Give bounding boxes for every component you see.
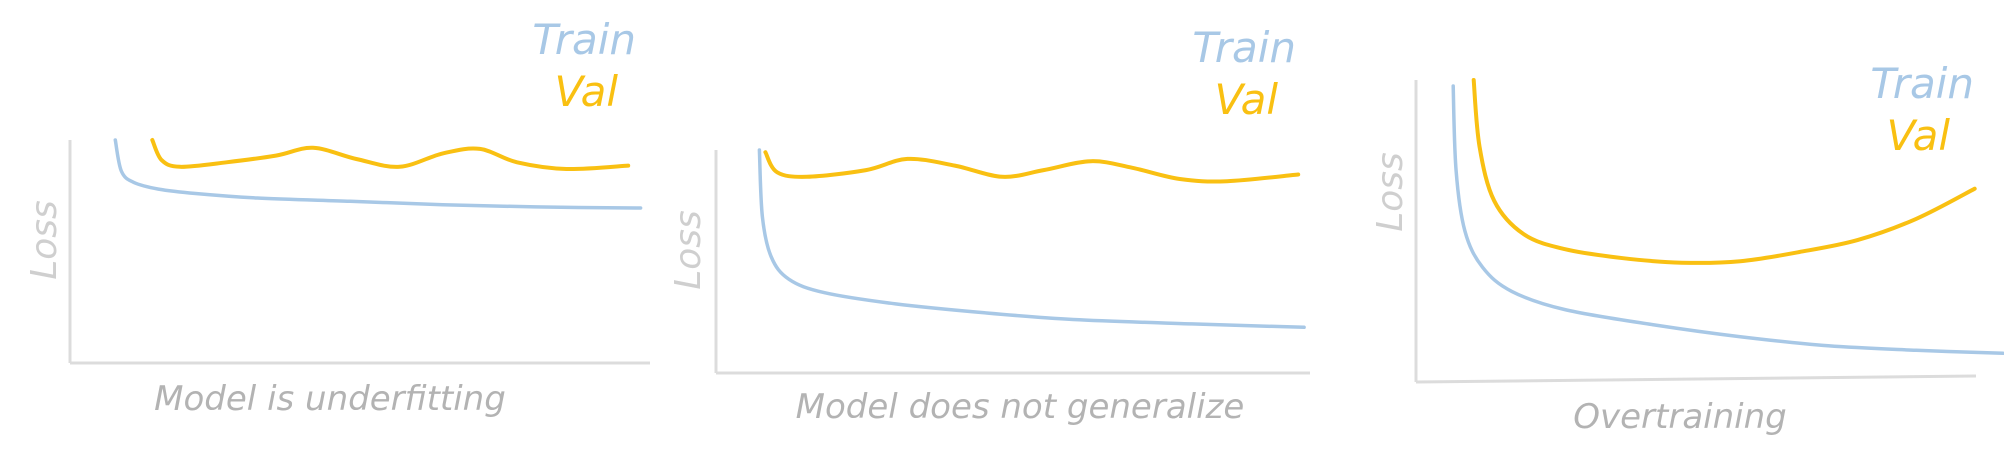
panel-3-val-line: [1471, 78, 1977, 265]
panel-1-train-line: [113, 138, 643, 210]
panel-1-legend-train: Train: [532, 15, 636, 64]
panel-1-y-axis-label: Loss: [24, 200, 65, 280]
panel-2-plot: [757, 148, 1306, 330]
panel-2-legend-train: Train: [1192, 23, 1296, 72]
panel-not-generalize: Train Val Loss Model does not generalize: [668, 23, 1310, 427]
panel-3-y-axis-label: Loss: [1370, 152, 1411, 232]
panel-2-train-line: [757, 148, 1306, 330]
panel-1-x-axis-label: Model is underfitting: [154, 379, 506, 419]
panel-3-x-axis-label: Overtraining: [1573, 397, 1787, 437]
panel-underfitting: Train Val Loss Model is underfitting: [24, 15, 650, 419]
panel-3-train-line: [1451, 84, 2004, 356]
panel-1-val-line: [150, 138, 631, 172]
panel-3-legend-train: Train: [1870, 59, 1974, 108]
panel-2-y-axis-label: Loss: [668, 210, 709, 290]
panel-3-x-axis: [1415, 374, 1977, 384]
panel-2-val-line: [763, 150, 1301, 184]
panel-2-legend-val: Val: [1215, 75, 1279, 124]
panel-overtraining: Train Val Loss Overtraining: [1370, 59, 2004, 437]
panel-1-legend-val: Val: [555, 67, 619, 116]
panel-3-legend-val: Val: [1887, 111, 1951, 160]
panel-1-plot: [113, 138, 643, 210]
panel-2-x-axis-label: Model does not generalize: [796, 387, 1245, 427]
panel-3-plot: [1451, 78, 2004, 356]
